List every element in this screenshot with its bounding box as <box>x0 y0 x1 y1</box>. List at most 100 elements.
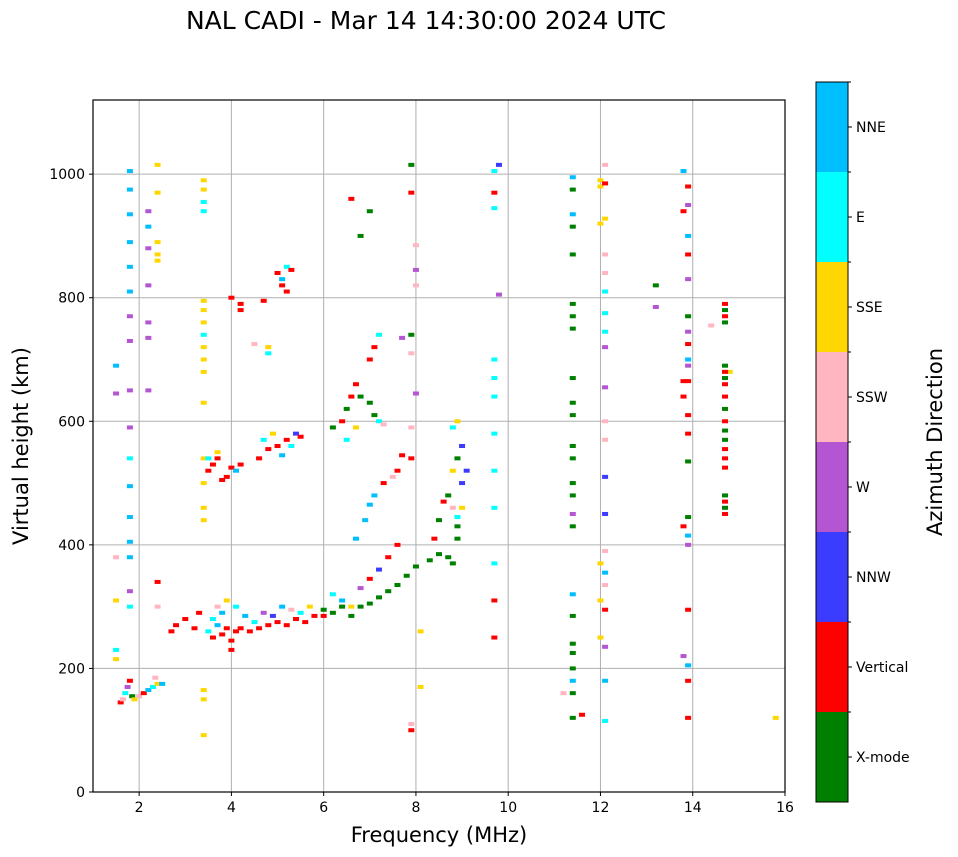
data-point-ssw <box>251 342 258 347</box>
colorbar-tick-label: Vertical <box>856 660 908 676</box>
data-point-w <box>113 391 120 396</box>
data-point-e <box>491 169 498 174</box>
data-point-vertical <box>219 477 226 482</box>
data-point-sse <box>154 190 161 195</box>
data-point-sse <box>200 178 207 183</box>
data-point-nne <box>113 363 120 368</box>
x-tick-label: 10 <box>499 800 517 816</box>
data-point-nne <box>569 592 576 597</box>
data-point-e <box>233 604 240 609</box>
data-point-nne <box>126 264 133 269</box>
data-point-sse <box>597 561 604 566</box>
data-point-x-mode <box>569 613 576 618</box>
data-point-x-mode <box>366 601 373 606</box>
data-point-w <box>126 425 133 430</box>
data-point-x-mode <box>569 444 576 448</box>
data-point-x-mode <box>357 394 364 399</box>
data-point-x-mode <box>408 162 415 167</box>
data-point-vertical <box>348 394 355 399</box>
data-point-x-mode <box>371 413 378 418</box>
data-point-x-mode <box>357 233 364 238</box>
data-point-nne <box>126 289 133 294</box>
data-point-sse <box>200 298 207 303</box>
data-point-x-mode <box>366 400 373 405</box>
data-point-vertical <box>371 345 378 350</box>
data-point-nnw <box>459 444 466 448</box>
data-point-w <box>126 388 133 393</box>
data-point-vertical <box>602 607 609 612</box>
data-point-e <box>209 617 216 621</box>
data-point-x-mode <box>385 589 392 594</box>
data-point-vertical <box>366 576 373 581</box>
data-point-sse <box>200 187 207 192</box>
data-point-nnw <box>463 468 470 473</box>
data-point-x-mode <box>129 694 136 699</box>
data-point-vertical <box>274 444 281 448</box>
data-point-e <box>602 311 609 316</box>
data-point-x-mode <box>449 561 456 566</box>
data-point-ssw <box>408 351 415 356</box>
data-point-ssw <box>154 604 161 609</box>
colorbar-tick-label: SSE <box>856 300 883 316</box>
colorbar-swatch-w <box>816 442 848 532</box>
data-point-vertical <box>237 462 244 467</box>
data-point-ssw <box>136 694 143 699</box>
data-point-x-mode <box>454 456 461 461</box>
data-point-x-mode <box>569 224 576 229</box>
data-point-sse <box>200 481 207 486</box>
data-point-x-mode <box>569 456 576 461</box>
data-point-vertical <box>431 536 438 541</box>
data-point-vertical <box>408 190 415 195</box>
data-point-x-mode <box>426 558 433 563</box>
data-point-vertical <box>722 314 729 319</box>
colorbar-tick-label: NNE <box>856 120 886 136</box>
x-tick-label: 6 <box>319 800 328 816</box>
data-point-vertical <box>237 301 244 306</box>
data-point-vertical <box>265 447 272 452</box>
colorbar-swatch-x-mode <box>816 712 848 802</box>
data-point-sse <box>154 252 161 257</box>
y-tick-label: 0 <box>76 785 85 801</box>
data-point-x-mode <box>722 376 729 381</box>
data-point-vertical <box>182 617 189 621</box>
data-point-vertical <box>228 465 235 470</box>
data-point-x-mode <box>394 583 401 588</box>
data-point-sse <box>154 681 161 686</box>
data-point-vertical <box>385 555 392 560</box>
data-point-nne <box>126 555 133 560</box>
data-point-nnw <box>459 481 466 486</box>
data-point-nnw <box>269 613 276 618</box>
data-point-nne <box>214 623 221 628</box>
data-point-ssw <box>113 555 120 560</box>
data-point-sse <box>269 431 276 436</box>
data-point-e <box>205 629 212 634</box>
data-point-x-mode <box>569 524 576 529</box>
data-point-vertical <box>685 715 692 720</box>
data-point-vertical <box>311 613 318 618</box>
data-point-nne <box>602 570 609 575</box>
data-point-vertical <box>256 456 263 461</box>
data-point-ssw <box>152 675 159 680</box>
data-point-vertical <box>579 712 586 717</box>
data-point-vertical <box>233 629 240 634</box>
data-point-vertical <box>283 289 290 294</box>
data-point-vertical <box>117 700 124 705</box>
colorbar-tick-label: W <box>856 480 870 496</box>
data-point-sse <box>597 178 604 183</box>
data-point-nne <box>366 502 373 507</box>
data-point-x-mode <box>722 505 729 510</box>
data-point-vertical <box>219 632 226 637</box>
data-point-e <box>251 620 258 625</box>
data-point-x-mode <box>343 406 350 411</box>
data-point-vertical <box>380 481 387 486</box>
data-point-vertical <box>228 638 235 643</box>
data-point-e <box>265 351 272 356</box>
x-tick-label: 4 <box>227 800 236 816</box>
data-point-vertical <box>209 635 216 640</box>
data-point-w <box>124 684 131 689</box>
data-point-nnw <box>602 474 609 479</box>
data-point-w <box>685 203 692 208</box>
data-point-ssw <box>602 419 609 424</box>
data-point-vertical <box>722 369 729 374</box>
data-points <box>113 162 779 738</box>
